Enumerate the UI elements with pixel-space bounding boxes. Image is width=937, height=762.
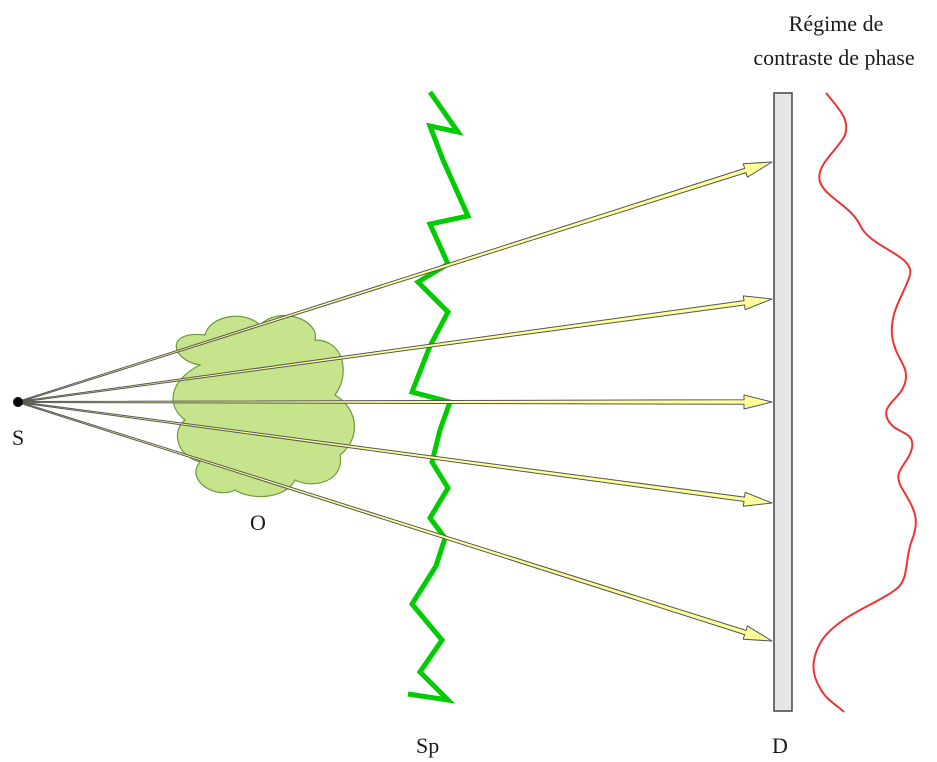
speckle-wavefront — [407, 90, 472, 704]
title-line-2: contraste de phase — [753, 45, 914, 70]
rays-group — [17, 161, 773, 642]
detector-plate — [773, 92, 793, 712]
ray-arrow-3 — [17, 394, 773, 410]
title-line-1: Régime de — [789, 11, 884, 36]
ray-arrow-1 — [17, 161, 773, 403]
detector-label: D — [772, 733, 788, 758]
ray-arrow-2 — [17, 295, 773, 403]
object-label: O — [250, 510, 266, 535]
ray-arrow-5 — [17, 401, 773, 642]
source-label: S — [12, 425, 24, 450]
ray-arrow-4 — [17, 401, 773, 507]
source-point — [13, 397, 23, 407]
intensity-profile — [812, 92, 917, 713]
speckle-label: Sp — [416, 733, 439, 758]
